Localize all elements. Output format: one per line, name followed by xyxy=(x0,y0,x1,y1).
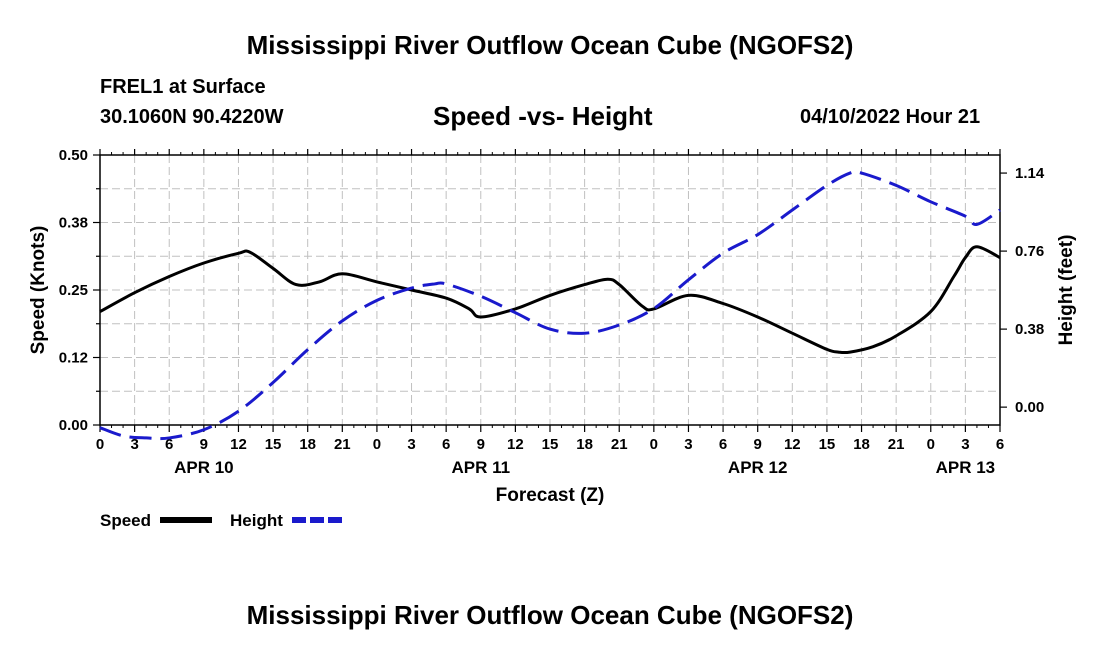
x-tick-label: 3 xyxy=(961,436,969,453)
y2-tick-label: 0.00 xyxy=(1015,399,1044,416)
x-tick-label: 9 xyxy=(477,436,485,453)
x-tick-label: 21 xyxy=(888,436,905,453)
page-title: Mississippi River Outflow Ocean Cube (NG… xyxy=(246,30,854,60)
day-label: APR 13 xyxy=(936,458,996,477)
page-title-repeat: Mississippi River Outflow Ocean Cube (NG… xyxy=(246,600,854,630)
y-tick-label: 0.25 xyxy=(59,282,88,299)
x-tick-label: 3 xyxy=(684,436,692,453)
x-tick-label: 21 xyxy=(611,436,628,453)
legend-height-label: Height xyxy=(230,511,283,530)
data-lines xyxy=(99,170,1001,441)
x-tick-label: 9 xyxy=(754,436,762,453)
forecast-datetime: 04/10/2022 Hour 21 xyxy=(800,106,981,128)
x-axis-label: Forecast (Z) xyxy=(496,485,605,506)
x-tick-label: 15 xyxy=(542,436,559,453)
axis-ticks xyxy=(93,149,1007,432)
x-tick-label: 0 xyxy=(650,436,658,453)
chart-title: Speed -vs- Height xyxy=(433,101,653,131)
day-label: APR 10 xyxy=(174,458,234,477)
y-tick-label: 0.50 xyxy=(59,147,88,164)
x-tick-label: 9 xyxy=(200,436,208,453)
x-tick-label: 0 xyxy=(927,436,935,453)
speed-height-chart: 0 3 6 9 12 15 18 21 0 3 6 9 12 15 18 21 0 3 6 9 12 15 18 21 0 3 6A… xyxy=(28,147,1077,530)
day-label: APR 11 xyxy=(451,458,510,477)
y-tick-label: 0.00 xyxy=(59,417,88,434)
grid xyxy=(100,155,1000,425)
x-tick-label: 18 xyxy=(299,436,316,453)
x-tick-label: 15 xyxy=(265,436,282,453)
x-tick-label: 6 xyxy=(442,436,450,453)
x-tick-label: 3 xyxy=(130,436,138,453)
y2-axis-label: Height (feet) xyxy=(1056,235,1077,346)
day-label: APR 12 xyxy=(728,458,788,477)
x-tick-label: 18 xyxy=(853,436,870,453)
x-tick-label: 12 xyxy=(784,436,801,453)
tick-labels: 0 3 6 9 12 15 18 21 0 3 6 9 12 15 18 21 0 3 6 9 12 15 18 21 0 3 6A… xyxy=(59,147,1045,477)
x-tick-label: 0 xyxy=(373,436,381,453)
station-coordinates: 30.1060N 90.4220W xyxy=(100,106,284,128)
x-tick-label: 12 xyxy=(230,436,247,453)
y2-tick-label: 1.14 xyxy=(1015,165,1045,182)
x-tick-label: 3 xyxy=(407,436,415,453)
x-tick-label: 12 xyxy=(507,436,524,453)
x-tick-label: 21 xyxy=(334,436,351,453)
height-series-line xyxy=(99,170,1001,441)
y-tick-label: 0.12 xyxy=(59,350,88,367)
y2-tick-label: 0.76 xyxy=(1015,243,1044,260)
x-tick-label: 6 xyxy=(165,436,173,453)
x-tick-label: 18 xyxy=(576,436,593,453)
x-tick-label: 15 xyxy=(819,436,836,453)
legend-speed-label: Speed xyxy=(100,511,151,530)
y-tick-label: 0.38 xyxy=(59,215,88,232)
y2-tick-label: 0.38 xyxy=(1015,321,1044,338)
legend: Speed Height xyxy=(100,511,344,530)
x-tick-label: 6 xyxy=(719,436,727,453)
y-axis-label: Speed (Knots) xyxy=(28,226,49,355)
speed-series-line xyxy=(99,245,1001,355)
x-tick-label: 0 xyxy=(96,436,104,453)
station-label: FREL1 at Surface xyxy=(100,76,266,98)
x-tick-label: 6 xyxy=(996,436,1004,453)
